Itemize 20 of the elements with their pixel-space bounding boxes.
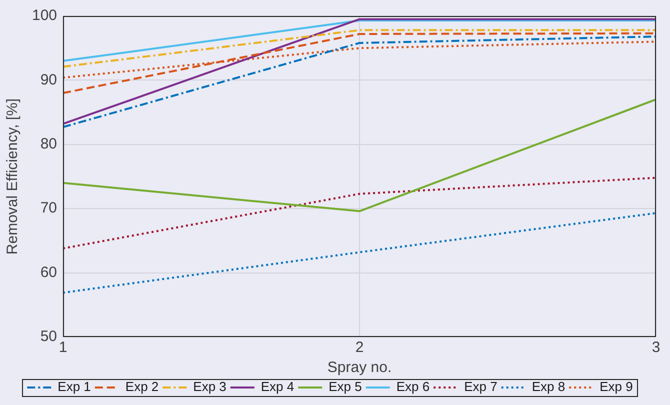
y-tick-label: 100 xyxy=(32,7,58,24)
legend-label: Exp 9 xyxy=(600,379,633,394)
legend-label: Exp 4 xyxy=(260,379,294,394)
legend-label: Exp 8 xyxy=(532,379,566,394)
x-tick-label: 2 xyxy=(355,339,364,356)
y-tick-label: 80 xyxy=(40,136,58,153)
legend-label: Exp 5 xyxy=(328,379,362,394)
y-tick-label: 70 xyxy=(40,200,58,217)
x-tick-label: 1 xyxy=(58,339,68,356)
y-tick-label: 50 xyxy=(40,328,58,346)
legend-label: Exp 1 xyxy=(58,379,91,394)
legend-label: Exp 2 xyxy=(125,379,159,394)
y-axis-title: Removal Efficiency, [%] xyxy=(4,98,22,255)
x-tick-label: 3 xyxy=(652,339,660,356)
y-tick-label: 90 xyxy=(40,71,58,88)
y-tick-label: 60 xyxy=(40,264,58,281)
legend-label: Exp 3 xyxy=(193,379,226,394)
legend-label: Exp 6 xyxy=(396,379,430,394)
legend-label: Exp 7 xyxy=(464,379,498,394)
x-axis-title: Spray no. xyxy=(327,359,392,376)
